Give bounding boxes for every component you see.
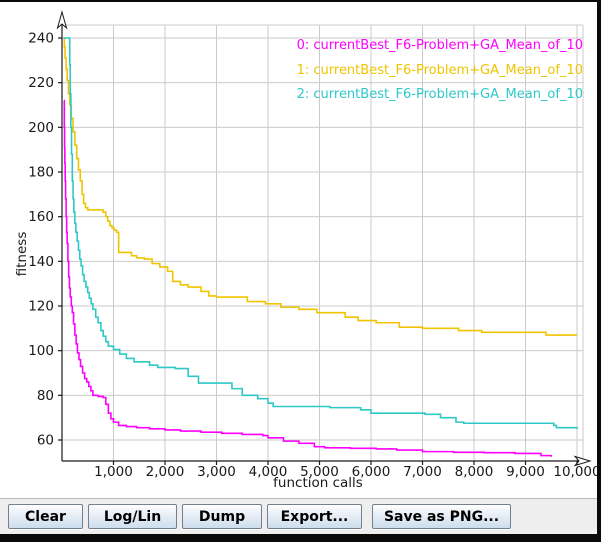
window-right-border	[597, 0, 601, 542]
svg-text:220: 220	[28, 75, 54, 91]
svg-text:180: 180	[28, 165, 54, 181]
svg-text:2,000: 2,000	[146, 464, 185, 480]
window-top-border	[0, 0, 601, 2]
chart-panel: 240 220 200 180 160 140 120 100 80 60 1,000 2,000 3,…	[0, 2, 597, 499]
svg-text:8,000: 8,000	[455, 464, 494, 480]
svg-text:1,000: 1,000	[94, 464, 133, 480]
fitness-chart-canvas[interactable]: 240 220 200 180 160 140 120 100 80 60 1,000 2,000 3,…	[0, 0, 597, 500]
svg-text:120: 120	[28, 299, 54, 315]
svg-text:9,000: 9,000	[506, 464, 545, 480]
window-bottom-border	[0, 534, 601, 542]
legend-item-series-0: 0: currentBest_F6-Problem+GA_Mean_of_10	[296, 38, 583, 53]
legend-item-series-1: 1: currentBest_F6-Problem+GA_Mean_of_10	[296, 62, 583, 78]
export-button[interactable]: Export...	[267, 504, 362, 529]
svg-text:60: 60	[37, 433, 54, 449]
dump-button[interactable]: Dump	[182, 504, 262, 529]
svg-text:160: 160	[28, 209, 54, 225]
svg-text:7,000: 7,000	[403, 464, 442, 480]
save-as-png-button[interactable]: Save as PNG...	[372, 504, 511, 529]
chart-legend: 0: currentBest_F6-Problem+GA_Mean_of_10 …	[297, 34, 583, 108]
legend-item-series-2: 2: currentBest_F6-Problem+GA_Mean_of_10	[296, 87, 583, 102]
svg-text:140: 140	[28, 254, 54, 270]
svg-text:3,000: 3,000	[197, 464, 236, 480]
svg-text:100: 100	[28, 343, 54, 359]
svg-text:4,000: 4,000	[249, 464, 288, 480]
svg-text:10,000: 10,000	[553, 464, 597, 480]
y-axis-title: fitness	[14, 231, 30, 277]
toolbar: Clear Log/Lin Dump Export... Save as PNG…	[0, 499, 597, 534]
log-lin-button[interactable]: Log/Lin	[88, 504, 177, 529]
svg-text:200: 200	[28, 120, 54, 136]
x-axis-title: function calls	[273, 475, 363, 491]
svg-text:80: 80	[37, 388, 54, 404]
svg-text:5,000: 5,000	[300, 464, 339, 480]
svg-text:240: 240	[28, 31, 54, 47]
svg-text:6,000: 6,000	[352, 464, 391, 480]
clear-button[interactable]: Clear	[8, 504, 83, 529]
